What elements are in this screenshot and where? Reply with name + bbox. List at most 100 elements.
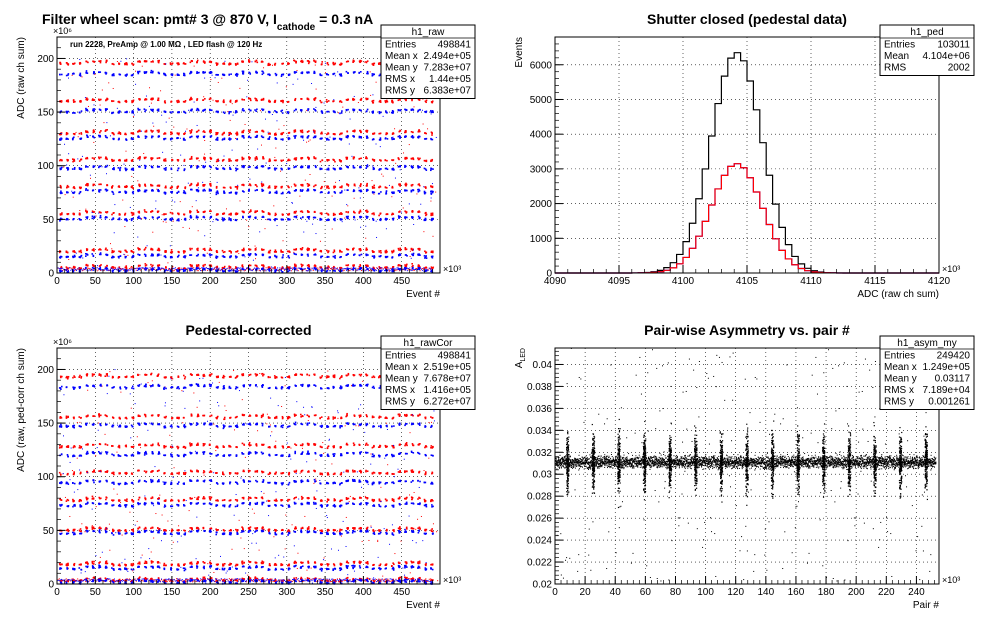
- point-noise: [264, 118, 266, 120]
- point: [78, 63, 81, 65]
- point: [99, 216, 101, 219]
- point-noise: [140, 218, 142, 220]
- point: [326, 110, 328, 113]
- point-noise: [261, 144, 263, 146]
- point: [392, 251, 394, 253]
- point: [385, 256, 387, 259]
- point: [326, 101, 328, 103]
- point: [156, 129, 159, 132]
- point: [164, 74, 167, 77]
- point: [339, 133, 341, 136]
- point: [171, 212, 174, 215]
- point: [98, 60, 100, 63]
- point: [104, 166, 107, 168]
- point-baseline: [74, 268, 76, 270]
- point: [183, 168, 186, 170]
- point: [295, 264, 297, 267]
- point-baseline: [197, 270, 199, 272]
- point: [301, 157, 304, 159]
- point: [79, 250, 82, 253]
- point: [391, 213, 394, 215]
- point-noise: [391, 196, 393, 198]
- point: [397, 135, 400, 138]
- point: [399, 185, 401, 187]
- point: [197, 253, 200, 256]
- point-noise: [283, 125, 285, 127]
- point: [125, 185, 128, 187]
- point: [98, 156, 100, 159]
- point: [242, 190, 244, 193]
- point: [59, 63, 62, 65]
- point: [255, 155, 258, 158]
- point-baseline: [126, 269, 128, 271]
- point: [157, 184, 160, 187]
- point: [314, 216, 317, 219]
- point: [235, 256, 237, 259]
- point: [85, 166, 87, 168]
- point: [301, 184, 304, 187]
- point: [156, 253, 159, 256]
- point: [177, 185, 180, 188]
- point: [156, 185, 159, 187]
- point-noise: [61, 265, 63, 267]
- point: [190, 98, 193, 101]
- point: [202, 211, 205, 213]
- point: [289, 218, 291, 221]
- point: [79, 100, 81, 102]
- point-noise: [315, 88, 317, 90]
- point-baseline: [107, 269, 109, 271]
- point: [249, 209, 252, 211]
- point: [93, 71, 95, 73]
- point-baseline: [88, 269, 90, 271]
- point: [241, 158, 244, 161]
- point: [365, 157, 367, 160]
- point: [282, 100, 285, 102]
- point: [235, 74, 237, 76]
- point: [431, 256, 434, 259]
- point: [373, 213, 375, 216]
- point-baseline: [112, 270, 114, 272]
- point: [372, 62, 375, 65]
- point-noise: [152, 231, 154, 233]
- point: [222, 101, 225, 104]
- point-baseline: [128, 269, 130, 271]
- point: [425, 110, 428, 113]
- point: [176, 169, 179, 172]
- point-noise: [135, 83, 137, 85]
- point: [399, 264, 402, 267]
- point: [404, 130, 407, 133]
- point: [144, 183, 146, 186]
- point: [249, 129, 252, 131]
- point: [165, 218, 167, 220]
- point-baseline: [193, 267, 195, 269]
- point: [170, 219, 173, 222]
- point: [359, 209, 362, 212]
- point: [80, 167, 82, 170]
- point: [93, 211, 96, 213]
- point: [177, 63, 179, 66]
- point: [300, 165, 303, 168]
- point: [326, 160, 329, 162]
- point-baseline: [97, 269, 99, 271]
- point-noise: [205, 161, 207, 163]
- point: [105, 253, 108, 256]
- point: [308, 157, 310, 160]
- point: [118, 256, 120, 259]
- point: [189, 72, 191, 75]
- point: [300, 157, 303, 160]
- point: [295, 253, 297, 256]
- point: [170, 111, 172, 114]
- point-noise: [423, 231, 425, 233]
- point: [171, 251, 174, 253]
- point: [215, 100, 218, 103]
- point-baseline: [96, 270, 98, 272]
- point: [399, 253, 401, 255]
- point: [210, 189, 212, 192]
- point: [419, 109, 421, 111]
- point: [399, 249, 402, 252]
- point: [424, 132, 426, 134]
- point: [65, 250, 68, 253]
- point: [119, 132, 122, 134]
- point-noise: [323, 102, 325, 104]
